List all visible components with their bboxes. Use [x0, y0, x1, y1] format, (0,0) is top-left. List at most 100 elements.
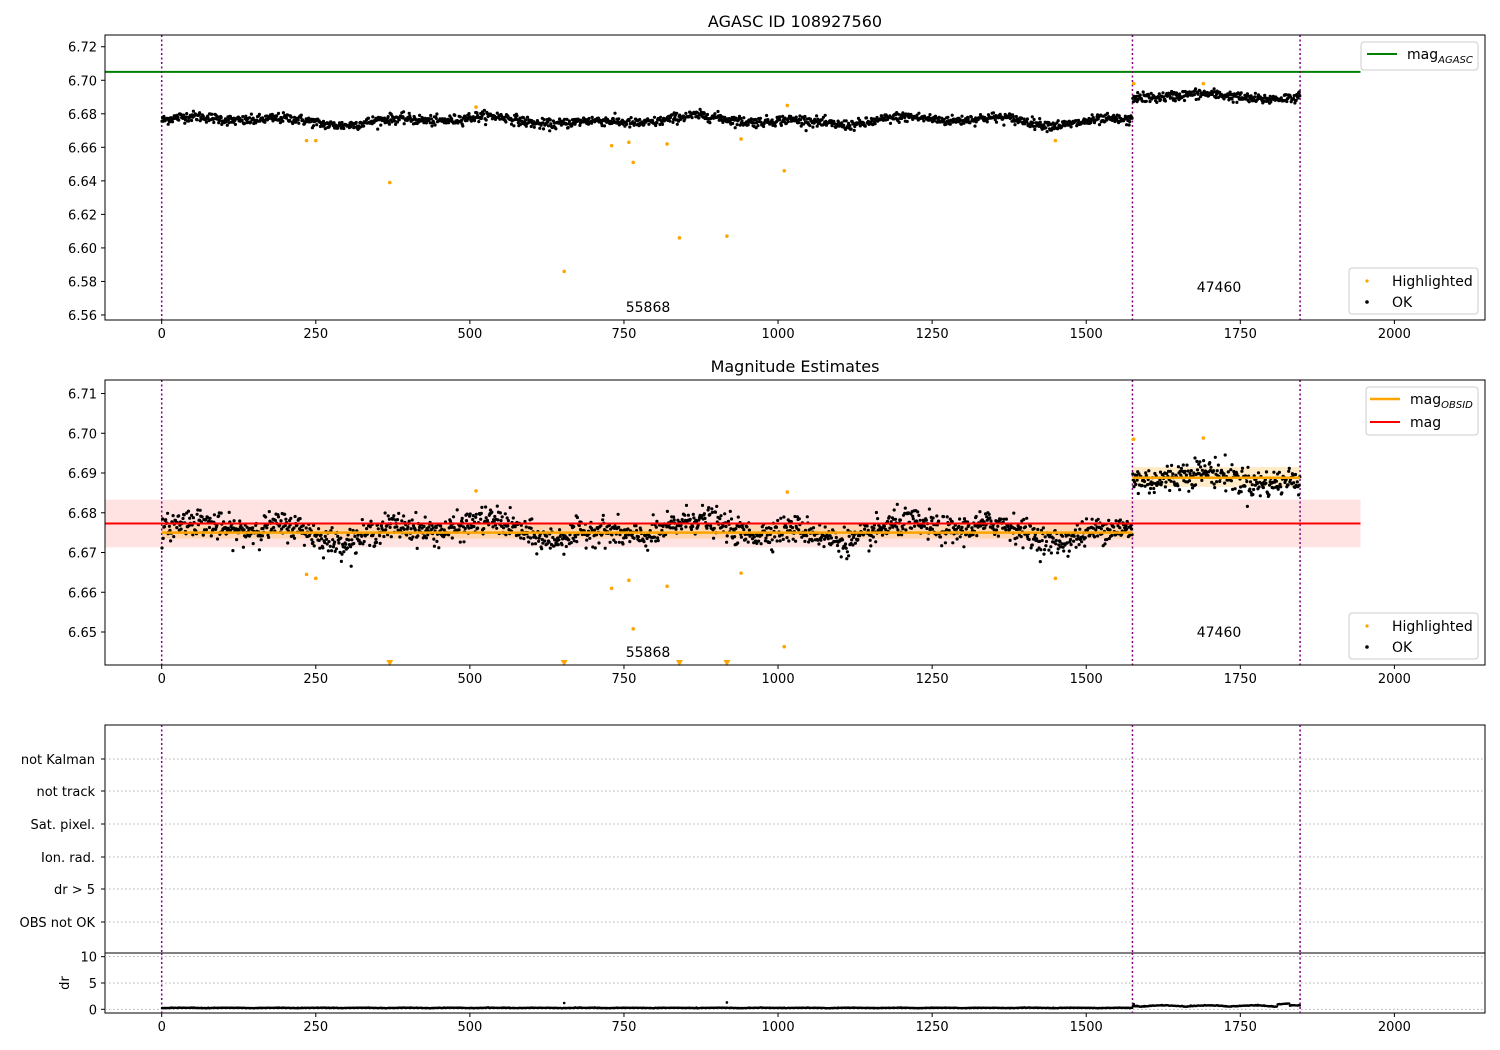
magnitude-ok-point [526, 535, 530, 539]
magnitude-ok-point [1215, 480, 1219, 484]
agasc-ok-point [177, 118, 181, 122]
agasc-x-tick-label-500: 500 [457, 327, 482, 342]
magnitude-ok-point [1280, 491, 1284, 495]
agasc-ok-point [1011, 114, 1015, 118]
agasc-ok-point [1089, 121, 1093, 125]
magnitude-ok-point [529, 526, 533, 531]
agasc-ok-point [590, 121, 594, 125]
agasc-ok-point [1105, 111, 1110, 115]
magnitude-ok-point [853, 541, 858, 545]
agasc-ok-point [1155, 100, 1159, 104]
magnitude-ok-point [227, 510, 231, 514]
magnitude-ok-point [207, 525, 212, 530]
magnitude-ok-point [1264, 470, 1269, 474]
magnitude-ok-point [1222, 472, 1226, 476]
magnitude-ok-point [414, 510, 418, 515]
magnitude-ok-point [1067, 549, 1071, 553]
magnitude-ok-point [327, 540, 331, 544]
agasc-ok-point [944, 122, 948, 126]
magnitude-ok-point [1049, 551, 1053, 555]
agasc-legend-ok-marker [1365, 300, 1369, 304]
magnitude-ok-point [292, 526, 296, 530]
agasc-ok-point [191, 109, 195, 113]
magnitude-ok-point [1042, 552, 1046, 556]
agasc-ok-point [811, 125, 815, 129]
magnitude-ok-point [362, 539, 366, 544]
magnitude-ok-point [1184, 473, 1188, 477]
agasc-panel-frame [104, 34, 1486, 321]
agasc-ok-point [204, 120, 208, 124]
magnitude-ok-point [508, 506, 512, 510]
agasc-ok-point [340, 120, 344, 125]
agasc-ok-point [749, 117, 753, 121]
magnitude-ok-point [958, 535, 962, 539]
magnitude-ok-point [212, 513, 216, 517]
agasc-ok-point [820, 118, 824, 122]
agasc-ok-point [1228, 90, 1232, 94]
magnitude-ok-point [479, 511, 483, 515]
agasc-panel-annotation-55868: 55868 [626, 300, 671, 316]
agasc-ok-point [708, 121, 712, 125]
magnitude-ok-point [747, 528, 752, 532]
magnitude-ok-point [196, 508, 200, 512]
agasc-ok-point [1003, 112, 1007, 117]
magnitude-ok-point [999, 517, 1003, 521]
agasc-ok-point [873, 122, 877, 126]
agasc-ok-point [1292, 94, 1296, 98]
magnitude-ok-point [558, 528, 562, 532]
agasc-ok-point [948, 122, 952, 126]
magnitude-ok-point [267, 510, 271, 514]
agasc-ok-point [1192, 93, 1196, 97]
magnitude-ok-point [1090, 517, 1094, 521]
magnitude-ok-point [757, 539, 761, 543]
magnitude-ok-point [358, 541, 363, 545]
agasc-legend-highlighted-label: Highlighted [1392, 274, 1473, 290]
magnitude-ok-point [1190, 483, 1194, 487]
magnitude-ok-point [552, 544, 556, 548]
magnitude-ok-point [325, 542, 329, 546]
magnitude-ok-point [755, 541, 759, 546]
magnitude-ok-point [1194, 483, 1198, 487]
agasc-ok-point [905, 119, 909, 124]
agasc-ok-point [675, 111, 679, 115]
magnitude-ok-point [1059, 545, 1063, 549]
magnitude-ok-point [411, 535, 415, 539]
magnitude-ok-point [1195, 459, 1199, 463]
magnitude-ok-point [320, 537, 324, 541]
agasc-ok-point [629, 116, 633, 120]
agasc-ok-point [960, 114, 964, 118]
agasc-y-tick-label-1: 6.58 [68, 275, 97, 290]
magnitude-ok-point [638, 539, 642, 543]
magnitude-ok-point [945, 515, 949, 519]
magnitude-panel-annotation-47460: 47460 [1197, 625, 1242, 641]
magnitude-ok-point [947, 528, 951, 533]
agasc-ok-point [532, 125, 536, 129]
agasc-ok-point [1214, 96, 1218, 100]
agasc-ok-point [583, 117, 587, 121]
magnitude-ok-point [318, 546, 322, 550]
magnitude-ok-point [1210, 480, 1214, 484]
magnitude-ok-point [352, 541, 356, 546]
magnitude-ok-point [321, 556, 326, 560]
magnitude-ok-point [1058, 540, 1062, 544]
magnitude-ok-point [231, 549, 235, 553]
magnitude-ok-point [847, 554, 851, 558]
magnitude-ok-point [344, 542, 348, 546]
agasc-ok-point [170, 120, 175, 124]
magnitude-ok-point [1054, 542, 1058, 546]
magnitude-ok-point [1274, 479, 1278, 483]
magnitude-ok-point [861, 533, 866, 537]
magnitude-ok-point [217, 514, 221, 518]
magnitude-ok-point [1208, 461, 1212, 465]
magnitude-ok-point [850, 538, 854, 542]
agasc-ok-point [1031, 121, 1035, 125]
magnitude-ok-point [584, 546, 588, 550]
magnitude-ok-point [917, 513, 921, 518]
agasc-ok-point [773, 124, 777, 128]
agasc-legend-bottom: Highlighted OK [1348, 267, 1479, 315]
agasc-y-tick-label-7: 6.70 [68, 74, 97, 89]
magnitude-ok-point [790, 526, 795, 530]
magnitude-ok-point [715, 504, 719, 508]
magnitude-ok-point [1170, 463, 1174, 467]
magnitude-ok-point [775, 539, 779, 543]
